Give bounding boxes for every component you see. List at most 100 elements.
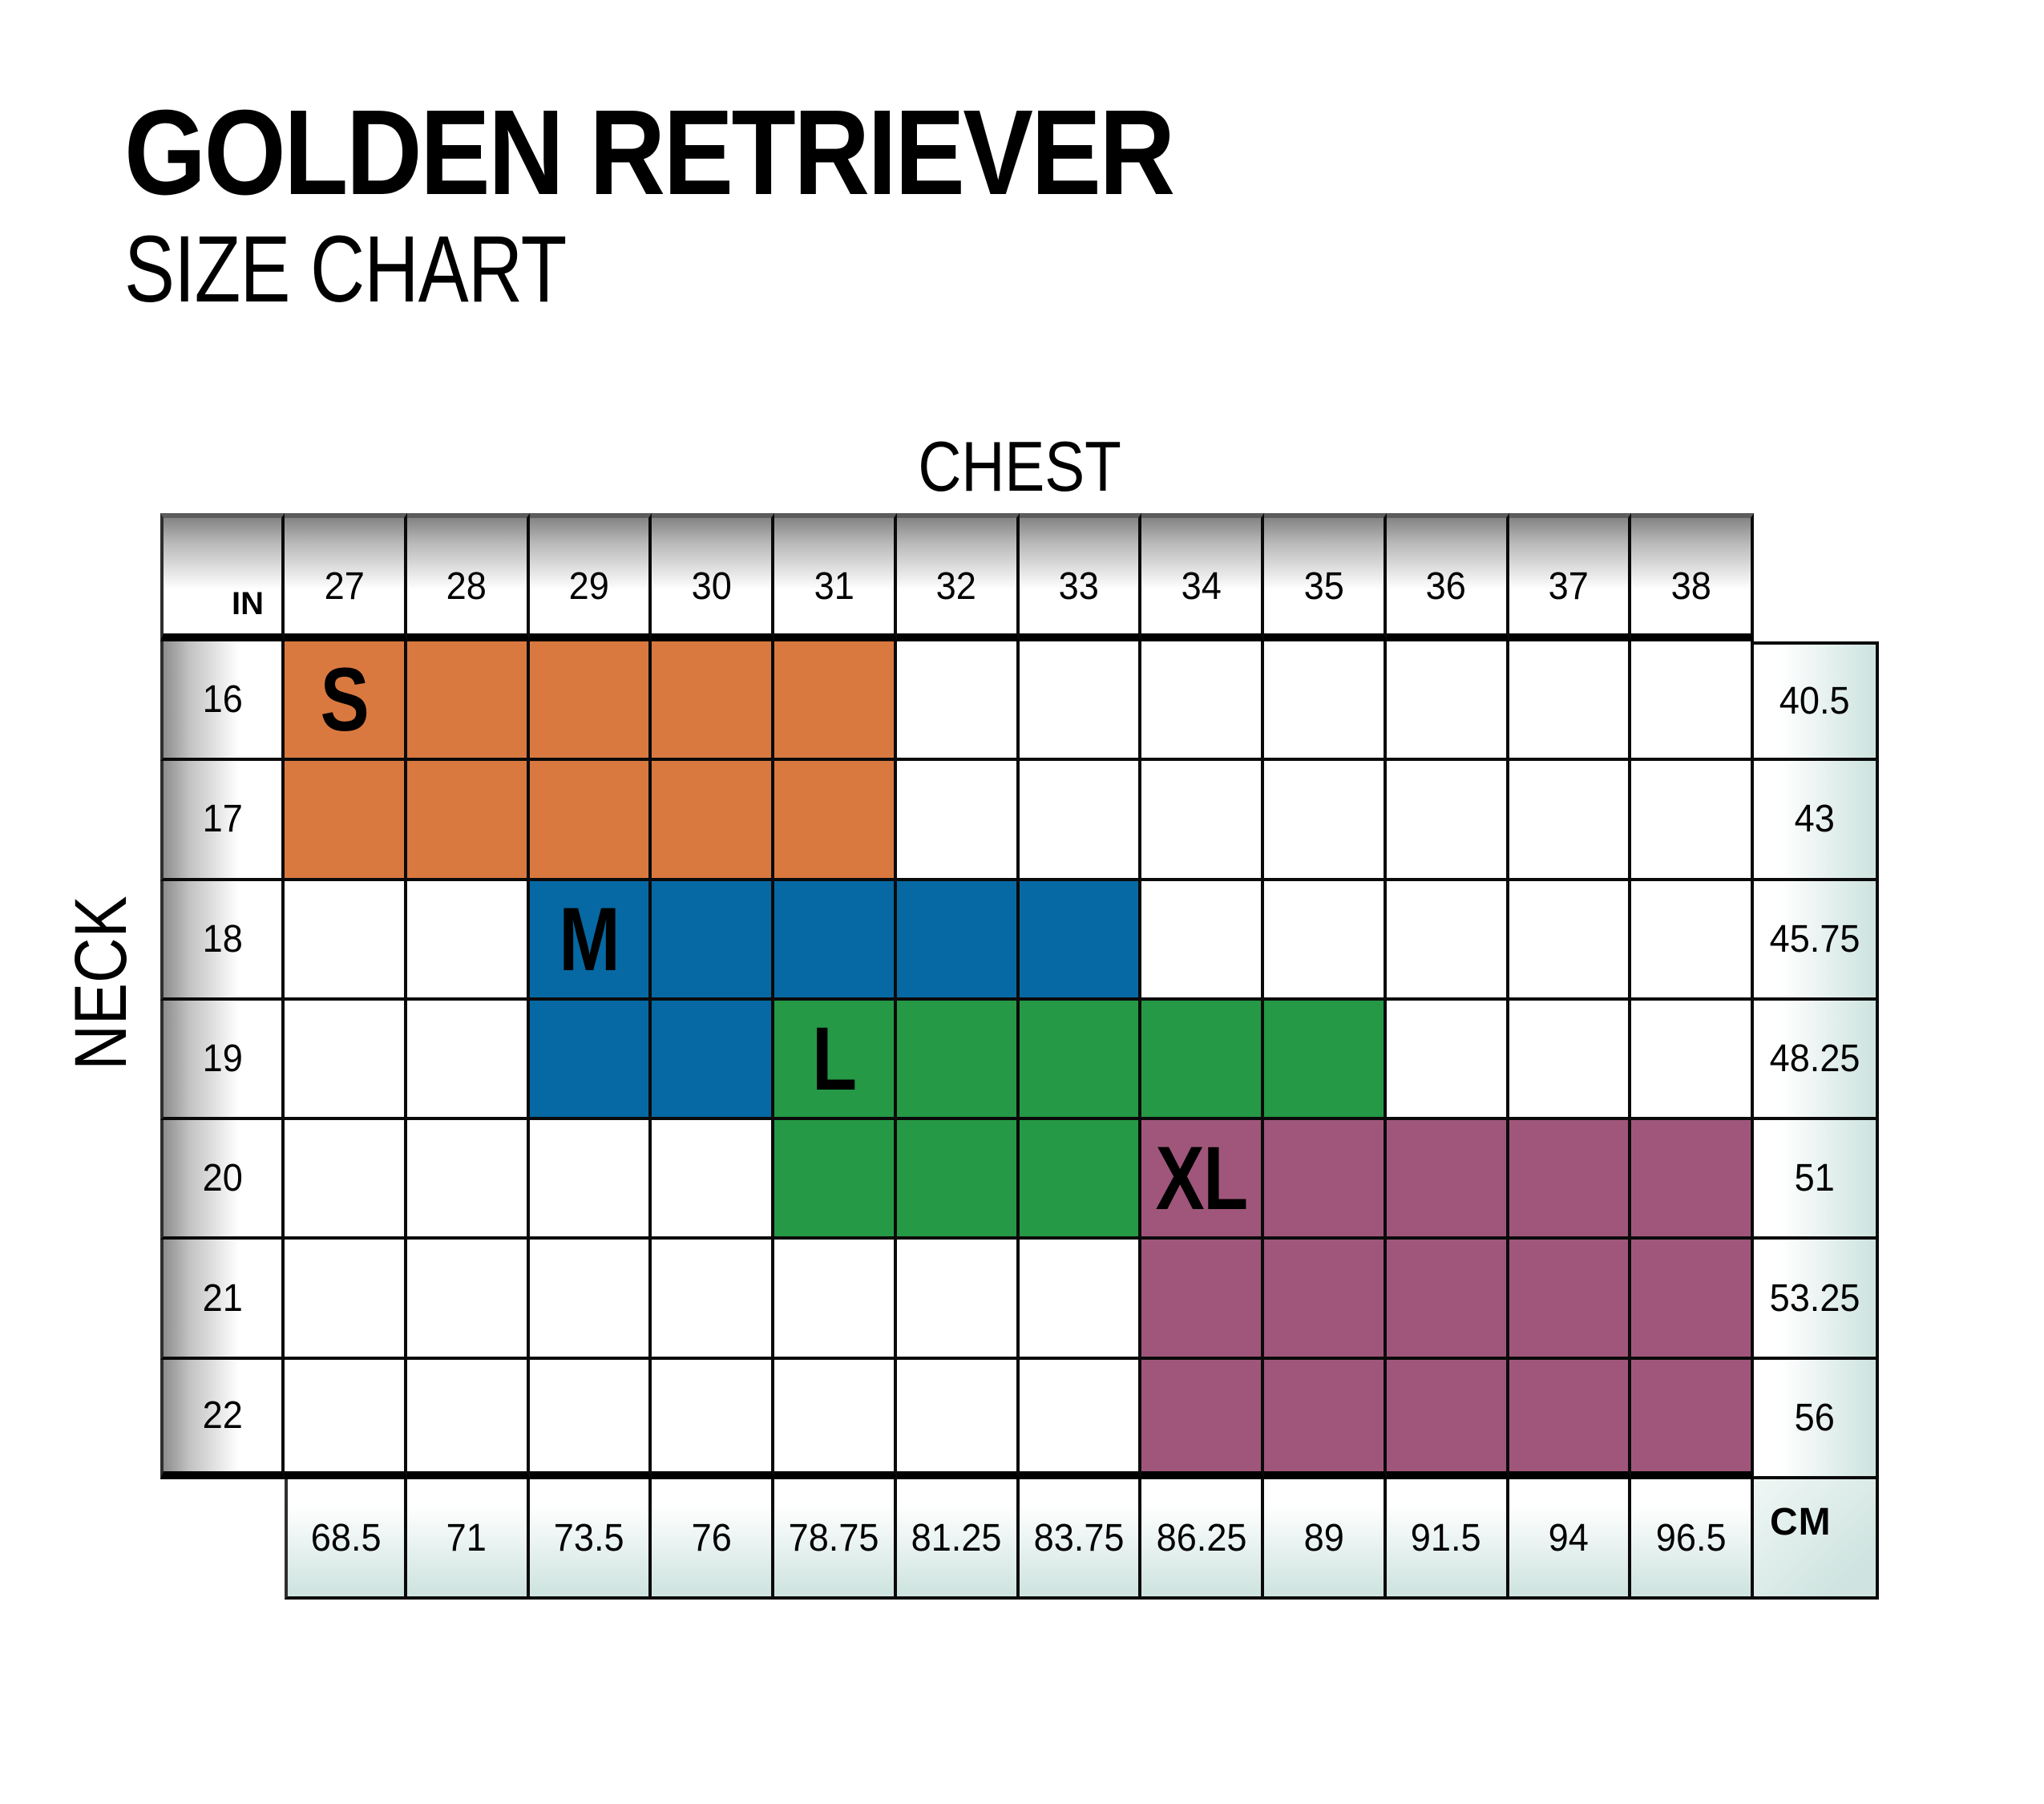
neck-cm-value: 51 — [1794, 1157, 1836, 1200]
neck-in-value: 17 — [202, 798, 243, 841]
grid-cell — [774, 1240, 897, 1360]
neck-in-value: 16 — [202, 678, 243, 722]
grid-cell — [1264, 761, 1387, 881]
chest-cm-value: 89 — [1303, 1516, 1344, 1559]
chest-cm-cell: 73.5 — [529, 1479, 652, 1600]
grid-cell — [1509, 641, 1632, 762]
size-l-label: L — [812, 1009, 857, 1110]
chest-in-value: 28 — [446, 564, 487, 608]
grid-cell — [406, 1240, 530, 1360]
grid-cell — [1264, 641, 1387, 762]
size-xl-cell — [1631, 1120, 1754, 1240]
grid-cell — [1141, 761, 1264, 881]
chest-header-cell: 27 — [285, 513, 407, 641]
chest-cm-value: 78.75 — [788, 1516, 879, 1559]
size-xl-cell: XL — [1141, 1120, 1264, 1240]
grid-cell — [529, 1240, 652, 1360]
neck-cm-cell: 45.75 — [1754, 880, 1879, 1001]
grid-cell — [896, 1359, 1020, 1480]
grid-cell — [1386, 1000, 1509, 1121]
size-table: IN 27 28 29 30 31 32 33 34 35 36 37 38 16 S 40.5 17 43 18 M… — [160, 513, 1879, 1600]
chest-in-value: 33 — [1058, 564, 1099, 608]
size-s-cell — [774, 761, 897, 881]
grid-cell — [1631, 1000, 1754, 1121]
grid-cell — [774, 1359, 897, 1480]
chest-header-cell: 29 — [529, 513, 652, 641]
chest-in-value: 27 — [324, 564, 365, 608]
neck-label-cell: 22 — [160, 1359, 285, 1480]
chest-cm-cell: 86.25 — [1141, 1479, 1264, 1600]
chest-cm-value: 86.25 — [1156, 1516, 1247, 1559]
unit-cm-label: CM — [1770, 1501, 1832, 1544]
chest-in-value: 32 — [936, 564, 977, 608]
grid-cell — [529, 1120, 652, 1240]
size-xl-cell — [1141, 1359, 1264, 1480]
size-s-cell — [406, 761, 530, 881]
size-l-cell — [1264, 1000, 1387, 1121]
chest-cm-value: 94 — [1548, 1516, 1589, 1559]
size-xl-cell — [1141, 1240, 1264, 1360]
size-l-cell: L — [774, 1000, 897, 1121]
grid-cell — [652, 1120, 774, 1240]
chest-header-cell: 35 — [1264, 513, 1387, 641]
grid-cell — [652, 1240, 774, 1360]
size-l-cell — [1141, 1000, 1264, 1121]
chest-header-cell: 34 — [1141, 513, 1264, 641]
neck-cm-cell: 56 — [1754, 1359, 1879, 1480]
chest-in-value: 30 — [691, 564, 732, 608]
size-l-cell — [774, 1120, 897, 1240]
grid-cell — [896, 761, 1020, 881]
size-l-cell — [1019, 1000, 1142, 1121]
grid-cell — [1019, 1359, 1142, 1480]
size-xl-cell — [1509, 1240, 1632, 1360]
chest-in-value: 34 — [1181, 564, 1222, 608]
size-xl-cell — [1386, 1359, 1509, 1480]
grid-cell — [285, 1000, 407, 1121]
neck-label-cell: 16 — [160, 641, 285, 762]
size-xl-cell — [1386, 1240, 1509, 1360]
chest-cm-cell: 89 — [1264, 1479, 1387, 1600]
neck-in-value: 20 — [202, 1157, 243, 1200]
grid-cell — [1019, 1240, 1142, 1360]
size-m-cell — [1019, 880, 1142, 1001]
grid-cell — [1264, 880, 1387, 1001]
grid-cell — [1631, 880, 1754, 1001]
grid-cell — [285, 1120, 407, 1240]
grid-cell — [1509, 880, 1632, 1001]
chest-cm-value: 71 — [446, 1516, 487, 1559]
chest-cm-cell: 78.75 — [774, 1479, 897, 1600]
neck-cm-value: 45.75 — [1769, 917, 1860, 961]
size-xl-cell — [1264, 1120, 1387, 1240]
size-m-cell — [896, 880, 1020, 1001]
size-m-label: M — [559, 888, 620, 989]
size-s-cell — [652, 641, 774, 762]
chest-cm-value: 91.5 — [1411, 1516, 1482, 1559]
chest-cm-value: 83.75 — [1033, 1516, 1125, 1559]
chest-cm-cell: 83.75 — [1019, 1479, 1142, 1600]
chest-in-value: 31 — [814, 564, 854, 608]
chest-header-cell: 36 — [1386, 513, 1509, 641]
size-xl-cell — [1509, 1120, 1632, 1240]
chest-cm-cell: 91.5 — [1386, 1479, 1509, 1600]
size-xl-cell — [1631, 1359, 1754, 1480]
neck-cm-cell: 48.25 — [1754, 1000, 1879, 1121]
chest-cm-cell: 96.5 — [1631, 1479, 1754, 1600]
neck-cm-cell: 40.5 — [1754, 641, 1879, 762]
chest-header-cell: 33 — [1019, 513, 1142, 641]
chest-cm-cell: 76 — [652, 1479, 774, 1600]
size-s-label: S — [320, 649, 370, 750]
size-l-cell — [896, 1000, 1020, 1121]
neck-cm-value: 40.5 — [1779, 680, 1850, 723]
size-s-cell — [529, 761, 652, 881]
grid-cell — [896, 1240, 1020, 1360]
grid-cell — [896, 641, 1020, 762]
chest-in-value: 29 — [568, 564, 609, 608]
size-s-cell — [406, 641, 530, 762]
size-m-cell: M — [529, 880, 652, 1001]
grid-cell — [1141, 880, 1264, 1001]
unit-in-label: IN — [232, 586, 264, 621]
neck-cm-value: 56 — [1794, 1396, 1836, 1439]
grid-cell — [1019, 761, 1142, 881]
grid-cell — [285, 1359, 407, 1480]
neck-label-cell: 17 — [160, 761, 285, 881]
